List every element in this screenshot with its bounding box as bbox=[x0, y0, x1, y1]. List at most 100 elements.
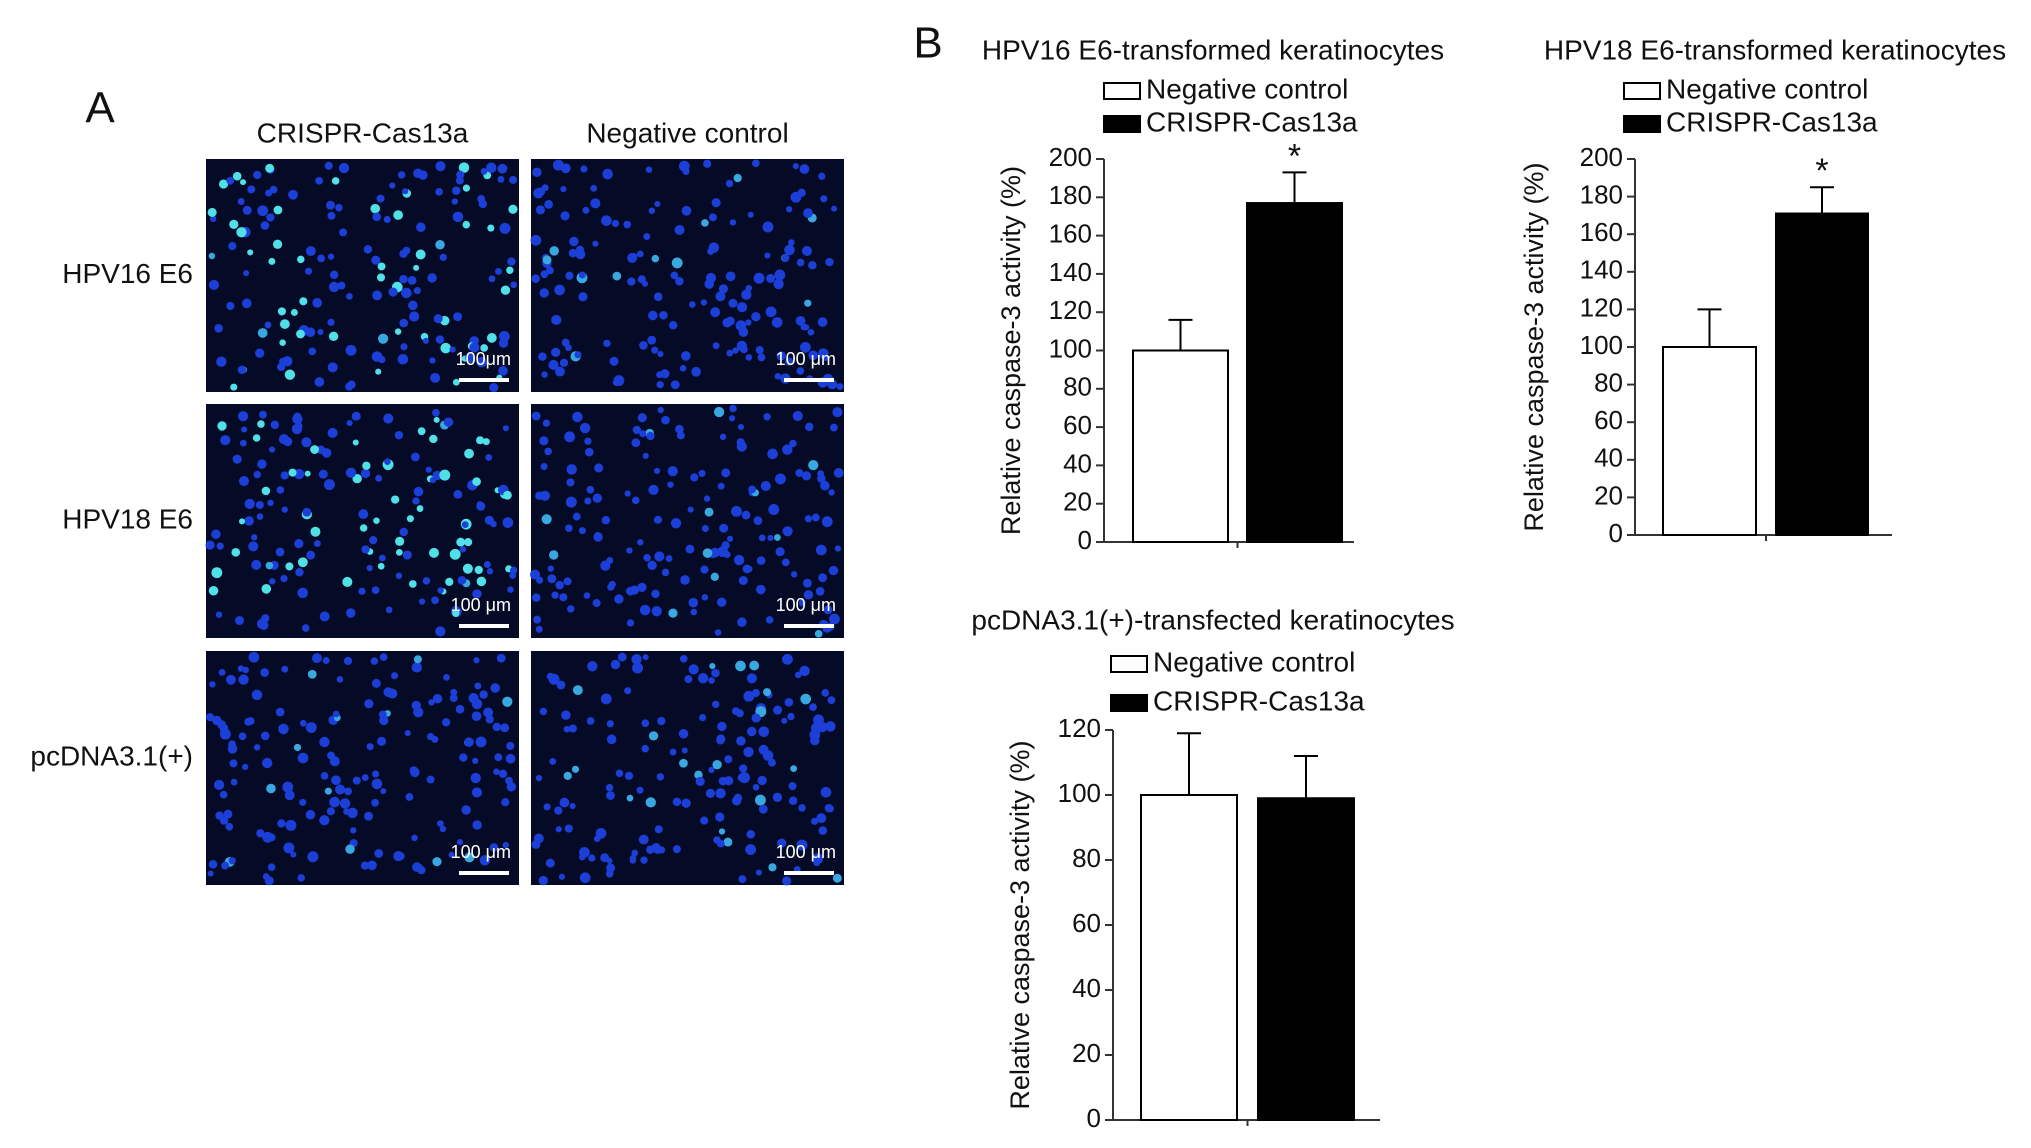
nucleus bbox=[498, 366, 508, 376]
nucleus bbox=[766, 273, 776, 283]
nucleus bbox=[681, 351, 691, 361]
nucleus bbox=[752, 783, 760, 791]
nucleus bbox=[587, 661, 598, 672]
nucleus bbox=[712, 700, 720, 709]
nucleus bbox=[710, 307, 721, 318]
nucleus bbox=[539, 436, 549, 446]
nucleus bbox=[656, 381, 664, 389]
nucleus bbox=[774, 534, 781, 541]
y-tick-label: 100 bbox=[1058, 778, 1101, 808]
nucleus bbox=[536, 576, 544, 584]
nucleus bbox=[486, 568, 494, 575]
nucleus bbox=[538, 875, 549, 886]
nucleus bbox=[823, 605, 833, 615]
nucleus bbox=[299, 798, 307, 806]
nucleus bbox=[241, 298, 252, 309]
nucleus bbox=[657, 716, 666, 726]
nucleus bbox=[252, 434, 261, 442]
nucleus bbox=[810, 817, 819, 825]
nucleus bbox=[385, 606, 393, 614]
nucleus bbox=[735, 660, 746, 672]
nucleus bbox=[509, 566, 518, 574]
nucleus bbox=[212, 715, 222, 726]
nucleus bbox=[574, 351, 582, 359]
nucleus bbox=[756, 584, 766, 595]
nucleus bbox=[668, 321, 678, 330]
nucleus bbox=[531, 274, 540, 284]
nucleus bbox=[586, 485, 595, 494]
nucleus bbox=[395, 572, 403, 580]
nucleus bbox=[701, 594, 709, 601]
nucleus bbox=[820, 480, 830, 491]
nucleus bbox=[647, 335, 657, 345]
nucleus bbox=[297, 874, 306, 882]
nucleus bbox=[565, 271, 574, 280]
y-tick-label: 20 bbox=[1063, 487, 1092, 517]
nucleus bbox=[507, 586, 514, 593]
nucleus bbox=[820, 195, 828, 203]
nucleus bbox=[208, 279, 220, 290]
nucleus bbox=[275, 707, 285, 717]
nucleus bbox=[459, 546, 467, 553]
nucleus bbox=[493, 768, 500, 775]
nucleus bbox=[220, 435, 231, 446]
nucleus bbox=[579, 422, 591, 434]
nucleus bbox=[554, 806, 563, 815]
nucleus bbox=[784, 244, 795, 256]
nucleus bbox=[832, 873, 842, 883]
nucleus bbox=[399, 249, 408, 258]
nucleus bbox=[731, 505, 742, 517]
nucleus bbox=[612, 378, 620, 387]
nucleus bbox=[437, 820, 444, 827]
nucleus bbox=[653, 467, 661, 475]
nucleus bbox=[652, 844, 663, 854]
nucleus bbox=[568, 248, 578, 258]
nucleus bbox=[247, 249, 254, 256]
nucleus bbox=[476, 436, 485, 445]
nucleus bbox=[611, 219, 620, 228]
nucleus bbox=[358, 587, 366, 595]
nucleus bbox=[732, 347, 739, 354]
nucleus bbox=[457, 575, 467, 585]
nucleus bbox=[350, 827, 357, 834]
nucleus bbox=[369, 536, 378, 545]
nucleus bbox=[631, 654, 642, 665]
nucleus bbox=[290, 308, 298, 316]
nucleus bbox=[279, 339, 286, 346]
nucleus bbox=[554, 284, 565, 296]
nucleus bbox=[320, 772, 329, 780]
nucleus bbox=[343, 656, 353, 666]
legend-label: Negative control bbox=[1146, 73, 1348, 104]
nucleus bbox=[471, 787, 483, 798]
nucleus bbox=[307, 851, 319, 863]
nucleus bbox=[352, 776, 361, 785]
nucleus bbox=[242, 205, 252, 215]
nucleus bbox=[372, 212, 382, 222]
nucleus bbox=[401, 287, 412, 299]
nucleus bbox=[561, 338, 570, 347]
nucleus bbox=[623, 220, 632, 229]
nucleus bbox=[712, 342, 720, 350]
nucleus bbox=[452, 378, 460, 386]
nucleus bbox=[817, 470, 825, 478]
nucleus bbox=[293, 468, 305, 480]
nucleus bbox=[301, 624, 310, 632]
nucleus bbox=[584, 437, 592, 445]
nucleus bbox=[227, 744, 238, 754]
nucleus bbox=[580, 165, 588, 173]
nucleus bbox=[425, 466, 432, 473]
y-tick-label: 200 bbox=[1049, 142, 1092, 172]
nucleus bbox=[328, 331, 339, 341]
nucleus bbox=[564, 431, 576, 443]
nucleus bbox=[632, 425, 641, 435]
nucleus bbox=[301, 437, 312, 448]
nucleus bbox=[648, 731, 659, 741]
nucleus bbox=[539, 707, 548, 716]
nucleus bbox=[559, 358, 569, 367]
nucleus bbox=[535, 205, 546, 215]
nucleus bbox=[782, 444, 793, 455]
nucleus bbox=[408, 300, 418, 311]
nucleus bbox=[773, 705, 783, 715]
nucleus bbox=[505, 776, 513, 785]
y-tick-label: 120 bbox=[1058, 713, 1101, 743]
